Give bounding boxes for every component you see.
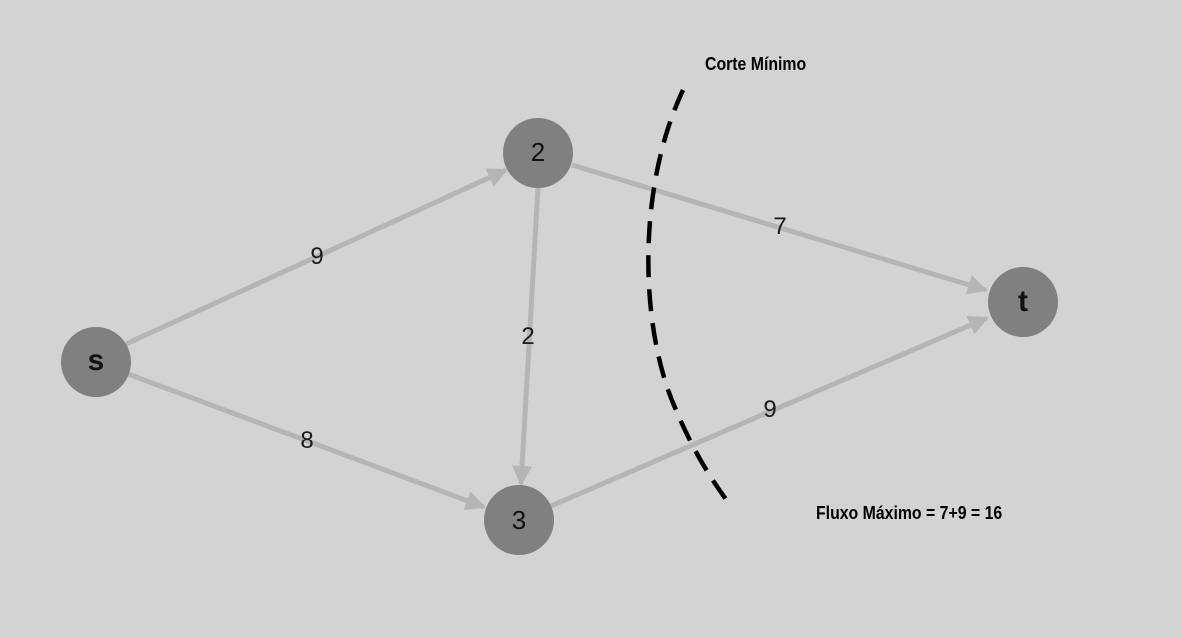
edge-s-2 <box>124 167 508 347</box>
nodes: s 2 3 t <box>61 118 1058 555</box>
edges <box>124 162 989 511</box>
capacity-label-s-2: 9 <box>310 243 323 270</box>
node-3: 3 <box>484 485 554 555</box>
minimum-cut-curve <box>646 89 732 507</box>
capacity-label-s-3: 8 <box>300 427 313 454</box>
node-t: t <box>988 267 1058 337</box>
node-s: s <box>61 327 131 397</box>
edge-2-3 <box>512 187 541 486</box>
capacity-label-3-t: 9 <box>763 396 776 423</box>
node-label-t: t <box>1018 285 1028 318</box>
edge-s-3 <box>127 371 486 511</box>
node-label-s: s <box>88 344 105 377</box>
max-flow-label: Fluxo Máximo = 7+9 = 16 <box>816 503 1003 523</box>
cut-label: Corte Mínimo <box>705 54 807 74</box>
node-2: 2 <box>503 118 573 188</box>
capacity-label-2-3: 2 <box>521 323 534 350</box>
edge-2-t <box>571 162 988 295</box>
edge-3-t <box>550 315 989 509</box>
edge-labels: 9 8 2 7 9 <box>300 213 786 454</box>
node-label-3: 3 <box>512 505 526 535</box>
capacity-label-2-t: 7 <box>773 213 786 240</box>
node-label-2: 2 <box>531 137 545 167</box>
